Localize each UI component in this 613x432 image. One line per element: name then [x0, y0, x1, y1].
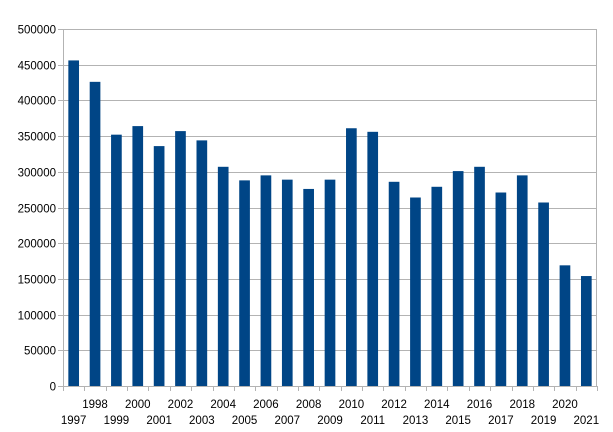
x-tick-label: 1999	[104, 415, 130, 427]
y-tick-label: 250000	[18, 204, 56, 216]
bar-2011	[367, 131, 379, 386]
y-tick-label: 350000	[18, 132, 56, 144]
bar-2006	[260, 175, 272, 386]
bar-2021	[580, 276, 592, 386]
x-tick-label: 2011	[360, 415, 385, 427]
x-tick-label: 2004	[210, 399, 236, 411]
x-axis-tick-labels: 1997 1998 1999 2000 2001 2002 2003 2004 2005 2006…	[61, 399, 599, 427]
x-tick-label: 2001	[146, 415, 172, 427]
axes-layer	[58, 29, 598, 391]
x-tick-label: 2014	[424, 399, 450, 411]
x-tick-label: 2009	[317, 415, 343, 427]
bar-1998	[89, 81, 101, 386]
x-tick-label: 2008	[296, 399, 322, 411]
bar-2012	[388, 181, 400, 386]
y-tick-label: 150000	[18, 275, 56, 287]
x-tick-label: 1998	[82, 399, 108, 411]
bar-2016	[474, 166, 485, 386]
bar-2015	[452, 171, 464, 386]
y-tick-label: 400000	[18, 96, 56, 108]
bar-2000	[132, 126, 144, 386]
x-tick-label: 2017	[488, 415, 514, 427]
bar-2004	[217, 166, 229, 386]
bar-2009	[324, 179, 336, 386]
y-axis-tick-labels: 0 50000 100000 150000 200000 250000 300000 3500…	[18, 25, 56, 394]
x-tick-label: 2019	[531, 415, 557, 427]
bar-2013	[410, 197, 421, 386]
bar-2008	[303, 188, 314, 386]
bar-2001	[153, 146, 165, 386]
x-tick-label: 2020	[552, 399, 578, 411]
bar-2005	[239, 180, 250, 386]
bars-layer	[68, 60, 592, 387]
bar-2002	[175, 131, 186, 386]
y-tick-label: 100000	[18, 311, 56, 323]
y-tick-label: 450000	[18, 61, 56, 73]
x-tick-label: 2021	[574, 415, 600, 427]
y-tick-label: 500000	[18, 25, 56, 37]
x-tick-label: 2003	[189, 415, 215, 427]
x-tick-label: 1997	[61, 415, 87, 427]
x-tick-label: 2005	[232, 415, 258, 427]
bar-2014	[431, 186, 443, 386]
bar-2017	[495, 192, 507, 386]
x-tick-label: 2007	[274, 415, 300, 427]
bar-2019	[538, 202, 549, 386]
x-tick-label: 2002	[168, 399, 194, 411]
y-tick-label: 0	[50, 382, 56, 394]
x-tick-label: 2012	[381, 399, 407, 411]
y-tick-label: 50000	[24, 346, 56, 358]
x-tick-label: 2000	[125, 399, 151, 411]
bar-2007	[281, 179, 293, 386]
y-tick-label: 200000	[18, 239, 56, 251]
bar-2018	[516, 175, 528, 386]
y-tick-label: 300000	[18, 168, 56, 180]
bar-2003	[196, 140, 208, 386]
x-tick-label: 2013	[403, 415, 429, 427]
x-tick-label: 2018	[509, 399, 535, 411]
bar-2020	[559, 265, 571, 386]
bar-2010	[346, 128, 357, 386]
x-tick-label: 2010	[339, 399, 365, 411]
x-tick-label: 2015	[445, 415, 471, 427]
bar-1999	[111, 134, 122, 386]
x-tick-label: 2016	[467, 399, 493, 411]
x-tick-label: 2006	[253, 399, 279, 411]
bar-1997	[68, 60, 80, 387]
